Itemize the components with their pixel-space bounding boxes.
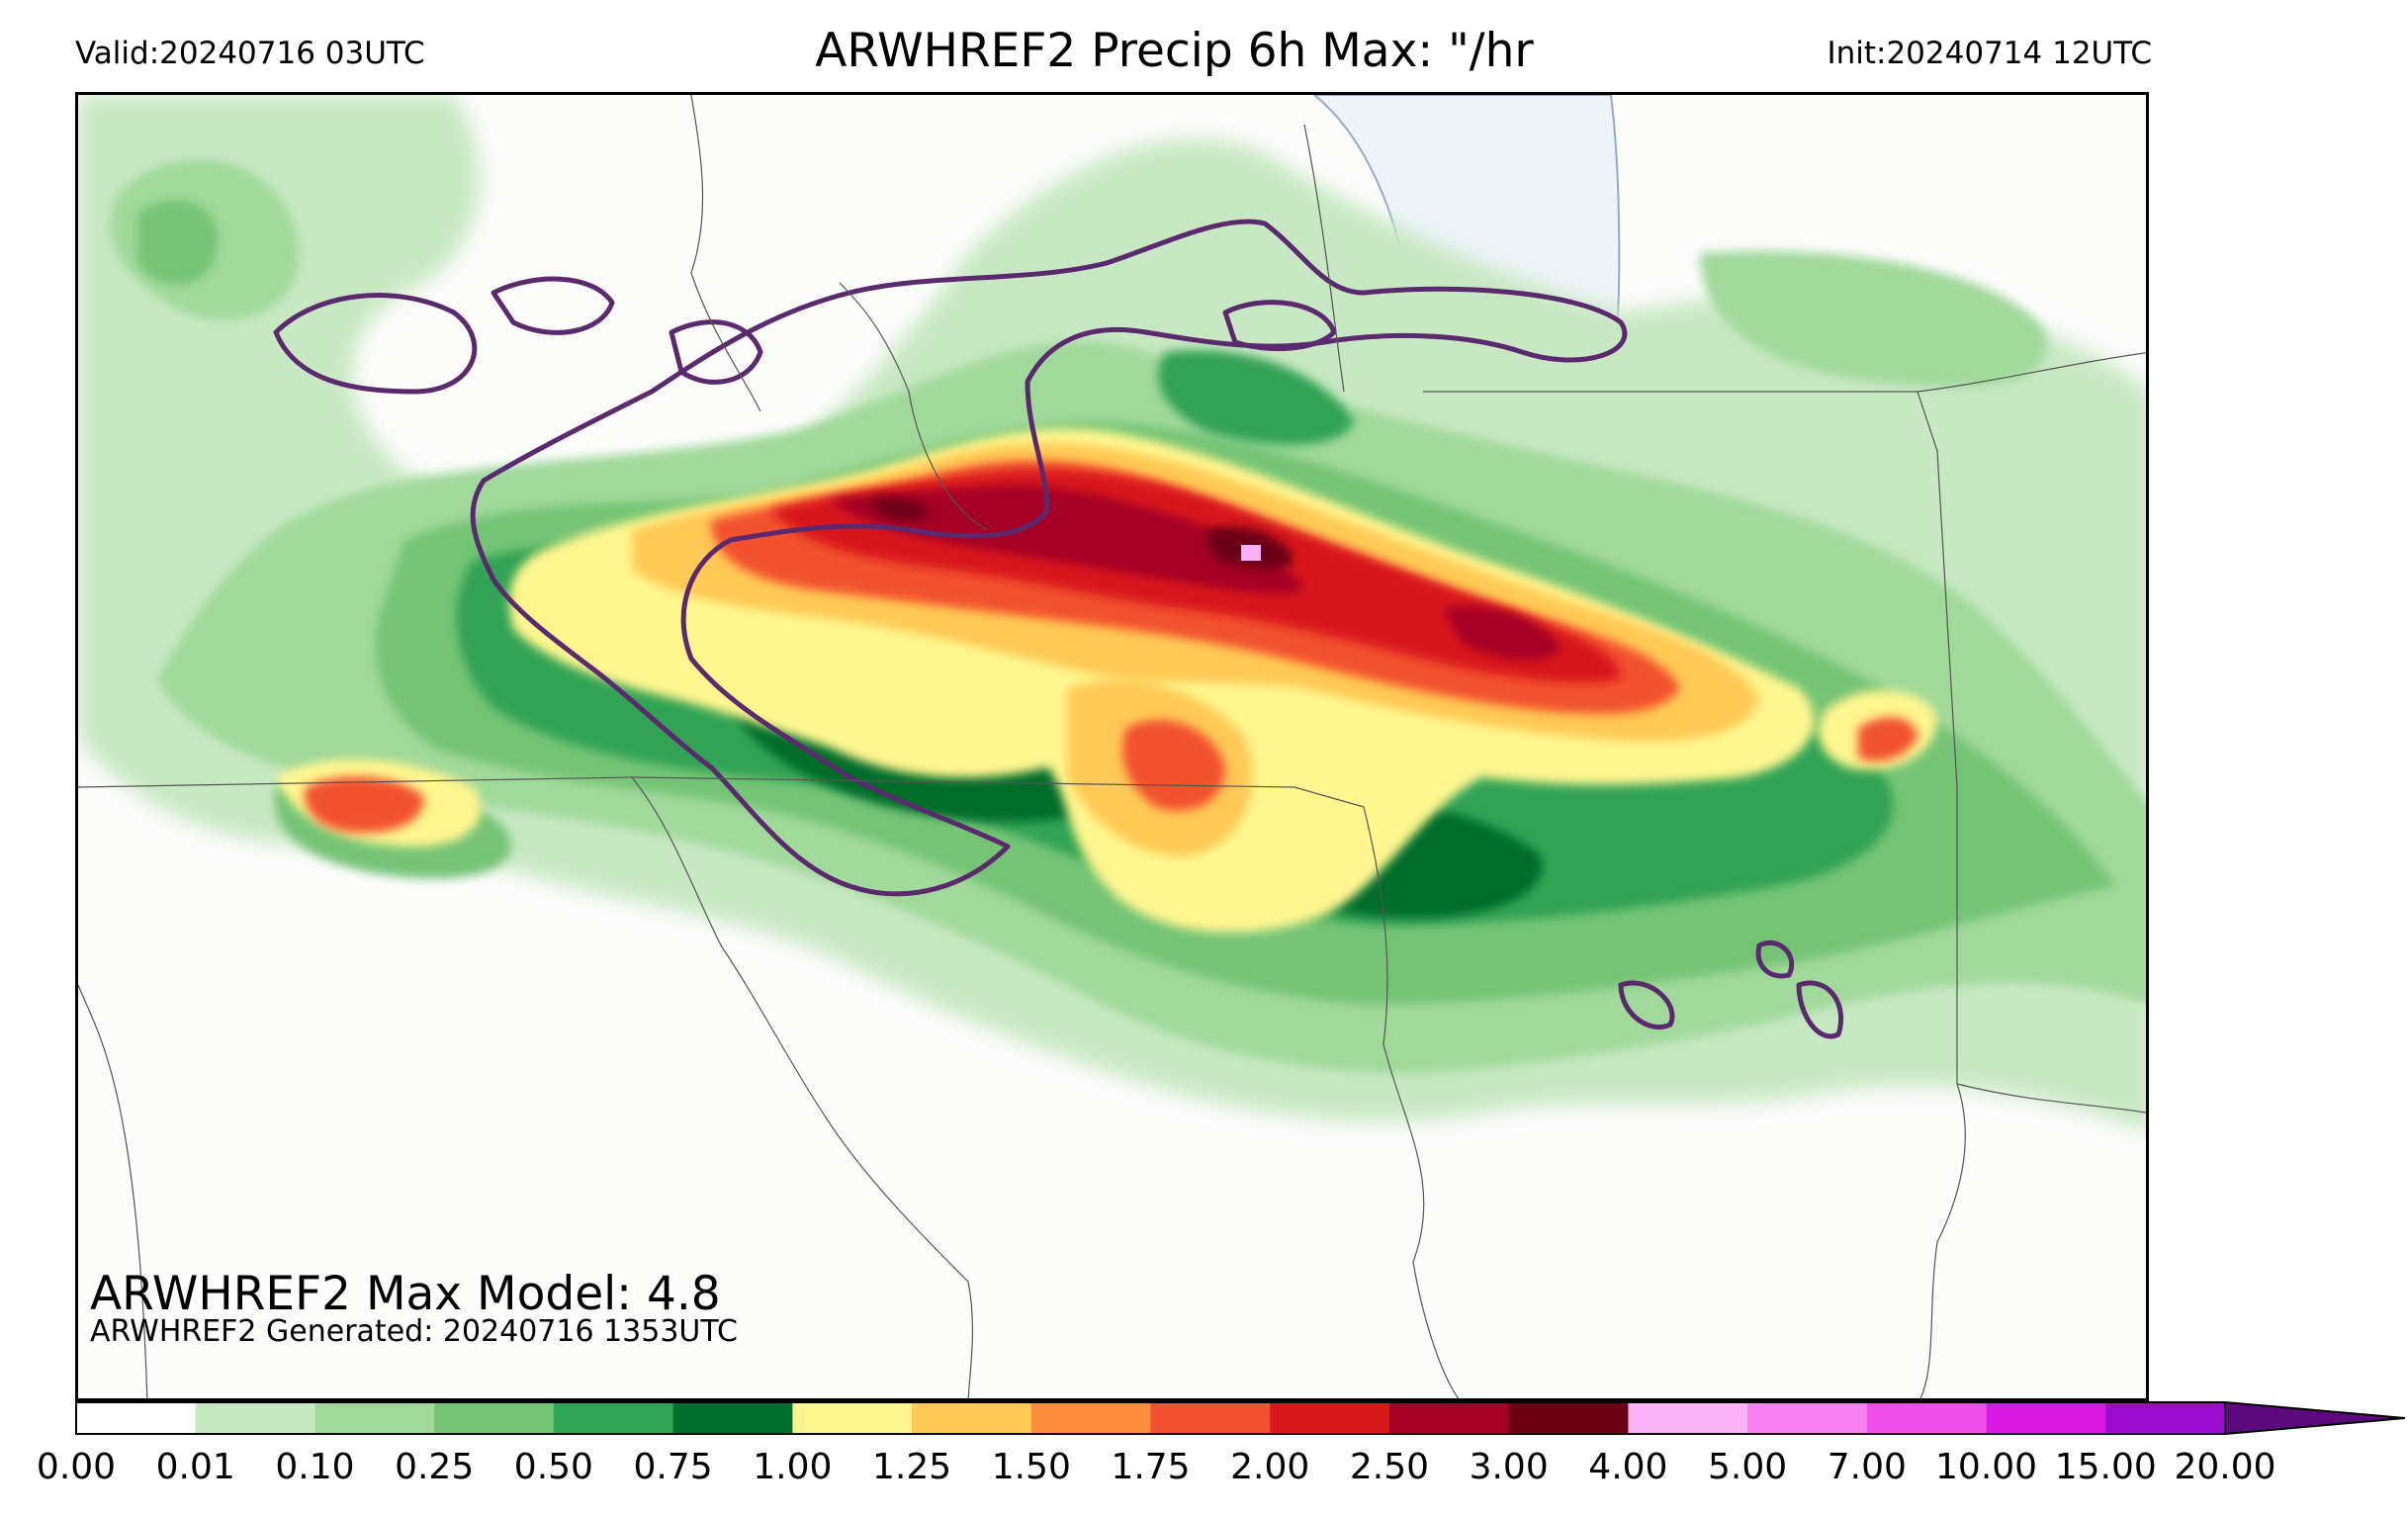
colorbar-segment xyxy=(195,1402,315,1434)
colorbar-tick-label: 1.00 xyxy=(753,1447,833,1487)
colorbar-tick-label: 7.00 xyxy=(1827,1447,1907,1487)
colorbar-segment xyxy=(553,1402,674,1434)
colorbar-tick-label: 1.25 xyxy=(871,1447,952,1487)
colorbar-segment xyxy=(1150,1402,1271,1434)
colorbar-tick-label: 2.50 xyxy=(1349,1447,1430,1487)
colorbar-tick-label: 1.50 xyxy=(991,1447,1071,1487)
max-model-label: ARWHREF2 Max Model: 4.8 xyxy=(90,1267,721,1321)
colorbar-tick-label: 0.25 xyxy=(395,1447,475,1487)
init-time-label: Init:20240714 12UTC xyxy=(1827,36,2152,71)
contour-lines xyxy=(273,219,1844,1039)
colorbar-segment xyxy=(792,1402,913,1434)
colorbar-segment xyxy=(434,1402,555,1434)
colorbar-tick-label: 1.75 xyxy=(1111,1447,1191,1487)
precip-field-maroon xyxy=(830,486,1561,661)
colorbar-tick-label: 0.01 xyxy=(155,1447,235,1487)
colorbar-segment xyxy=(1030,1402,1151,1434)
colorbar-tick-label: 0.10 xyxy=(275,1447,355,1487)
colorbar-segment xyxy=(912,1402,1032,1434)
colorbar-segment xyxy=(1747,1402,1868,1434)
colorbar-segment xyxy=(76,1402,197,1434)
colorbar-tick-label: 0.00 xyxy=(36,1447,117,1487)
colorbar-segment xyxy=(1628,1402,1748,1434)
valid-time-label: Valid:20240716 03UTC xyxy=(75,36,425,71)
colorbar-segment xyxy=(2105,1402,2226,1434)
colorbar-tick-label: 5.00 xyxy=(1708,1447,1788,1487)
colorbar-segment xyxy=(672,1402,793,1434)
colorbar-segment xyxy=(1866,1402,1988,1434)
colorbar-segment xyxy=(1508,1402,1629,1434)
colorbar-segment xyxy=(1388,1402,1510,1434)
map-canvas xyxy=(78,95,2146,1398)
colorbar-tick-label: 10.00 xyxy=(1935,1447,2038,1487)
colorbar-tick-label: 4.00 xyxy=(1588,1447,1668,1487)
colorbar-extend-arrow xyxy=(2224,1401,2406,1435)
colorbar-tick-label: 2.00 xyxy=(1230,1447,1310,1487)
colorbar-tick-label: 15.00 xyxy=(2054,1447,2157,1487)
generated-time-label: ARWHREF2 Generated: 20240716 1353UTC xyxy=(90,1314,738,1349)
precip-map: ARWHREF2 Max Model: 4.8 ARWHREF2 Generat… xyxy=(75,92,2149,1401)
colorbar-tick-label: 20.00 xyxy=(2174,1447,2276,1487)
max-precip-cell xyxy=(1241,545,1261,561)
colorbar-tick-label: 3.00 xyxy=(1469,1447,1549,1487)
colorbar-tick-label: 0.75 xyxy=(633,1447,713,1487)
colorbar-segment xyxy=(1270,1402,1390,1434)
colorbar-tick-label: 0.50 xyxy=(513,1447,593,1487)
state-borders xyxy=(78,95,2146,1398)
colorbar-segment xyxy=(1986,1402,2106,1434)
colorbar xyxy=(75,1401,2406,1435)
colorbar-frame xyxy=(75,1401,2226,1435)
colorbar-segment xyxy=(314,1402,435,1434)
map-title: ARWHREF2 Precip 6h Max: "/hr xyxy=(815,24,1534,78)
